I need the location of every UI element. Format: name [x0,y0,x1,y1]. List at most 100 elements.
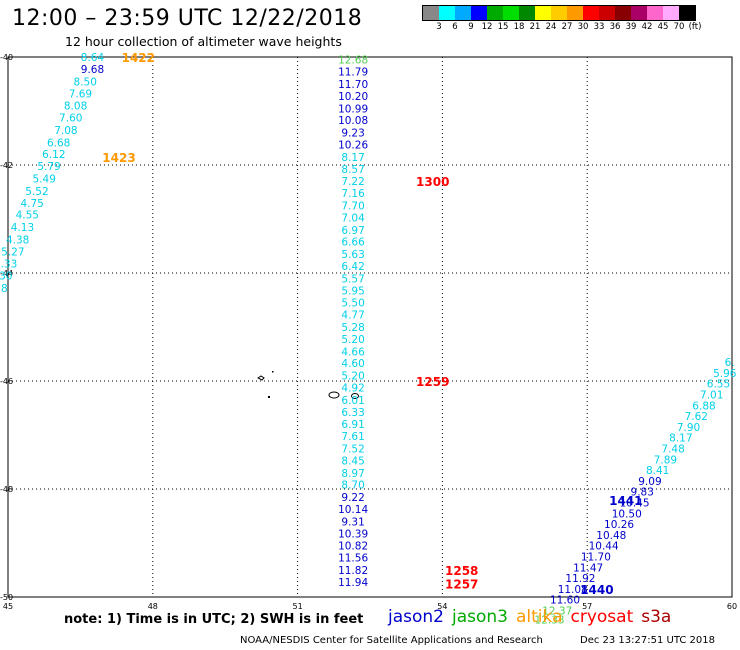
colorbar-swatch [535,6,551,20]
colorbar-swatch [487,6,503,20]
wave-height-value: 10.48 [596,530,626,542]
wave-height-value: 4.55 [16,210,39,222]
pass-time-label: 1300 [416,175,449,189]
pass-time-label: 1257 [445,578,478,592]
map-grid [8,57,732,597]
wave-height-value: 7.69 [69,89,92,101]
wave-height-value: 9.09 [638,476,661,488]
map-frame [7,56,733,598]
wave-height-value: 6.66 [341,237,365,249]
colorbar-swatch [551,6,567,20]
wave-height-value: 10.26 [604,519,634,531]
wave-height-value: 10.14 [338,504,368,516]
colorbar-swatch [567,6,583,20]
wave-height-value: 7.90 [677,422,700,434]
wave-height-value: 10.39 [338,528,368,540]
wave-height-value: 7.70 [341,201,364,213]
wave-height-value: 7.89 [654,454,677,466]
pass-time-label: 1441 [609,494,642,508]
pass-time-label: 1258 [445,564,478,578]
colorbar-label: 33 [593,22,605,32]
wave-height-value: 6.91 [341,419,364,431]
wave-height-value: 8.50 [74,76,97,88]
wave-height-value: 6.33 [341,407,364,419]
wave-height-value: 11.56 [338,553,368,565]
colorbar-swatch [631,6,647,20]
island-outline [272,371,274,373]
timestamp-text: Dec 23 13:27:51 UTC 2018 [580,635,715,646]
wave-height-value: 7.60 [59,112,82,124]
wave-height-value: 4.30 [0,271,12,283]
wave-height-value: 5.20 [341,371,364,383]
colorbar-labels: 3 6 9 12 15 18 21 24 27 30 33 36 39 42 45 70 (ft) [0,22,740,34]
wave-height-value: 4.75 [20,198,43,210]
satellite-legend: jason2 jason3 altika cryosat s3a [388,607,671,627]
colorbar-swatch [455,6,471,20]
colorbar-label: 3 [436,22,442,32]
wave-height-value: 7.62 [685,411,708,423]
wave-height-value: 6. [725,357,735,369]
colorbar-label: 36 [609,22,621,32]
satellite-legend-cryosat: cryosat [570,607,634,627]
wave-height-value: 5.27 [1,246,24,258]
wave-height-value: 7.01 [700,390,723,402]
colorbar-swatch [471,6,487,20]
wave-height-value: 10.44 [589,541,619,553]
wave-height-value: 5.96 [713,368,737,380]
colorbar-label: 15 [497,22,509,32]
wave-height-value: 5.57 [341,273,364,285]
satellite-legend-jason3: jason3 [452,607,508,627]
colorbar-label: 30 [577,22,589,32]
wave-height-value: 11.70 [581,552,611,564]
wave-height-value: 11.94 [338,577,368,589]
axis-tick-labels: 45 48 51 54 57 60 -40 -42 -44 -46 -48 -50 [0,53,737,611]
wave-height-value: 10.50 [612,508,642,520]
satellite-legend-altika: altika [516,607,563,627]
wave-height-value: 5.63 [341,249,364,261]
colorbar-label: 42 [641,22,653,32]
wave-height-value: 9.83 [631,487,654,499]
colorbar-label: 39 [625,22,637,32]
wave-height-value: 8.45 [341,455,364,467]
island-outline [268,396,270,398]
wave-height-value: 7.16 [341,188,365,200]
colorbar-label: 6 [452,22,458,32]
colorbar-label: 9 [468,22,474,32]
wave-height-value: 8.17 [669,433,692,445]
lon-tick-label: 57 [582,602,592,611]
wave-height-value: 6.01 [341,395,364,407]
wave-height-value: 4.77 [341,310,364,322]
colorbar-swatch [615,6,631,20]
wave-height-value: 8.70 [341,480,364,492]
satellite-legend-jason2: jason2 [388,607,444,627]
colorbar-label: 70 [673,22,685,32]
wave-height-value: 5.52 [25,186,48,198]
wave-height-value: 10.26 [338,139,368,151]
units-note: note: 1) Time is in UTC; 2) SWH is in fe… [64,612,364,627]
wave-height-value: 12.68 [338,55,368,67]
wave-height-value: 7.52 [341,444,364,456]
wave-height-value: 11.60 [550,595,580,607]
colorbar-swatch [503,6,519,20]
wave-height-values: 8.649.688.507.698.087.607.086.686.125.79… [0,52,737,627]
colorbar-swatch [647,6,663,20]
wave-height-value: 12.37 [542,606,572,618]
wave-height-value: 6.12 [42,149,65,161]
wave-height-value: 10.82 [338,541,368,553]
wave-height-value: 9.23 [341,128,364,140]
colorbar-label: 21 [529,22,541,32]
pass-time-label: 1422 [122,51,155,65]
lon-tick-label: 48 [148,602,158,611]
wave-height-value: 5.50 [341,298,364,310]
pass-time-label: 1259 [416,375,449,389]
wave-height-colorbar [422,5,696,21]
lon-tick-label: 51 [293,602,303,611]
colorbar-label: 12 [481,22,493,32]
island-outline [351,393,359,399]
lat-tick-label: -44 [0,269,13,278]
wave-height-value: 6.88 [692,400,715,412]
lon-tick-label: 54 [437,602,447,611]
wave-height-value: 10.08 [338,115,368,127]
island-outline [328,391,340,399]
wave-height-value: 7.08 [54,125,77,137]
